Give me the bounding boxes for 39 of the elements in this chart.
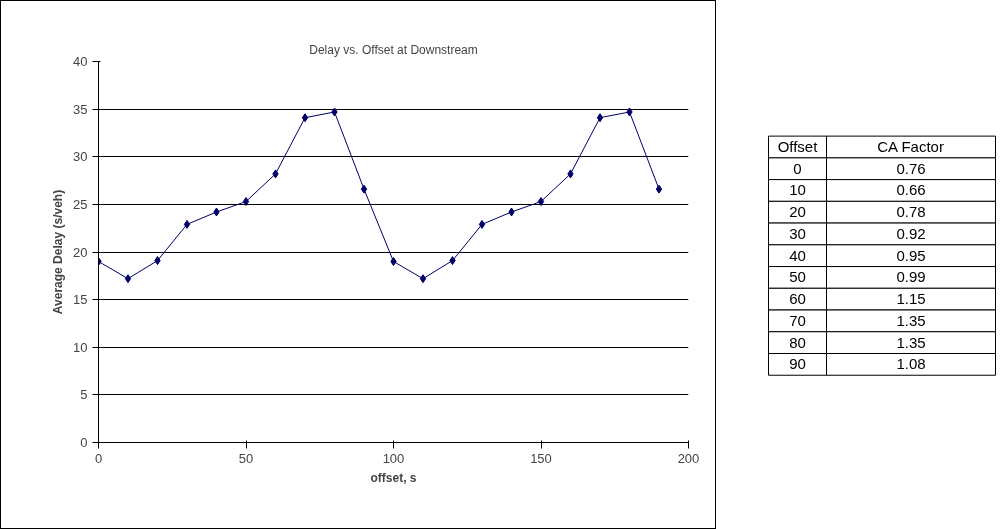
- y-tick-label: 35: [73, 101, 88, 117]
- y-tick-label: 30: [73, 149, 88, 165]
- y-tick-label: 50: [789, 268, 806, 286]
- y-tick-label: 70: [789, 311, 806, 329]
- y-tick-label: 0: [793, 159, 802, 177]
- x-tick-label: CA Factor: [877, 138, 944, 156]
- y-tick-label: 40: [789, 246, 806, 264]
- y-tick-label: 20: [73, 244, 88, 260]
- x-tick-label: 100: [382, 450, 405, 466]
- y-tick-label: 10: [73, 339, 88, 355]
- data-label: 1.15: [896, 290, 926, 308]
- data-label: 0.95: [896, 246, 926, 264]
- y-tick-label: 40: [73, 54, 88, 69]
- x-tick-label: 200: [677, 450, 700, 466]
- y-tick-label: 90: [789, 355, 806, 373]
- data-label: 1.35: [896, 333, 926, 351]
- y-tick-label: 5: [80, 387, 88, 403]
- data-label: 1.08: [896, 355, 926, 373]
- x-tick-label: 0: [94, 450, 103, 466]
- data-label: 0.78: [896, 203, 926, 221]
- data-label: 0.92: [896, 224, 926, 242]
- data-label: 0.76: [896, 159, 926, 177]
- y-tick-label: 25: [73, 196, 88, 212]
- y-tick-label: 80: [789, 333, 806, 351]
- chart-title: Delay vs. Offset at Downstream: [309, 42, 478, 57]
- y-tick-label: 0: [80, 435, 88, 450]
- data-label: 1.35: [896, 311, 926, 329]
- y-tick-label: 10: [789, 181, 806, 199]
- y-axis-title: Average Delay (s/veh): [51, 189, 66, 315]
- x-tick-label: 50: [238, 450, 254, 466]
- x-axis-title: offset, s: [370, 470, 417, 485]
- y-tick-label: 15: [73, 292, 88, 308]
- y-axis-title: Offset: [777, 138, 819, 156]
- y-tick-label: 30: [789, 224, 806, 242]
- x-tick-label: 150: [530, 450, 552, 466]
- data-label: 0.99: [896, 268, 926, 286]
- y-tick-label: 60: [789, 290, 806, 308]
- data-label: 0.66: [896, 181, 926, 199]
- y-tick-label: 20: [789, 203, 806, 221]
